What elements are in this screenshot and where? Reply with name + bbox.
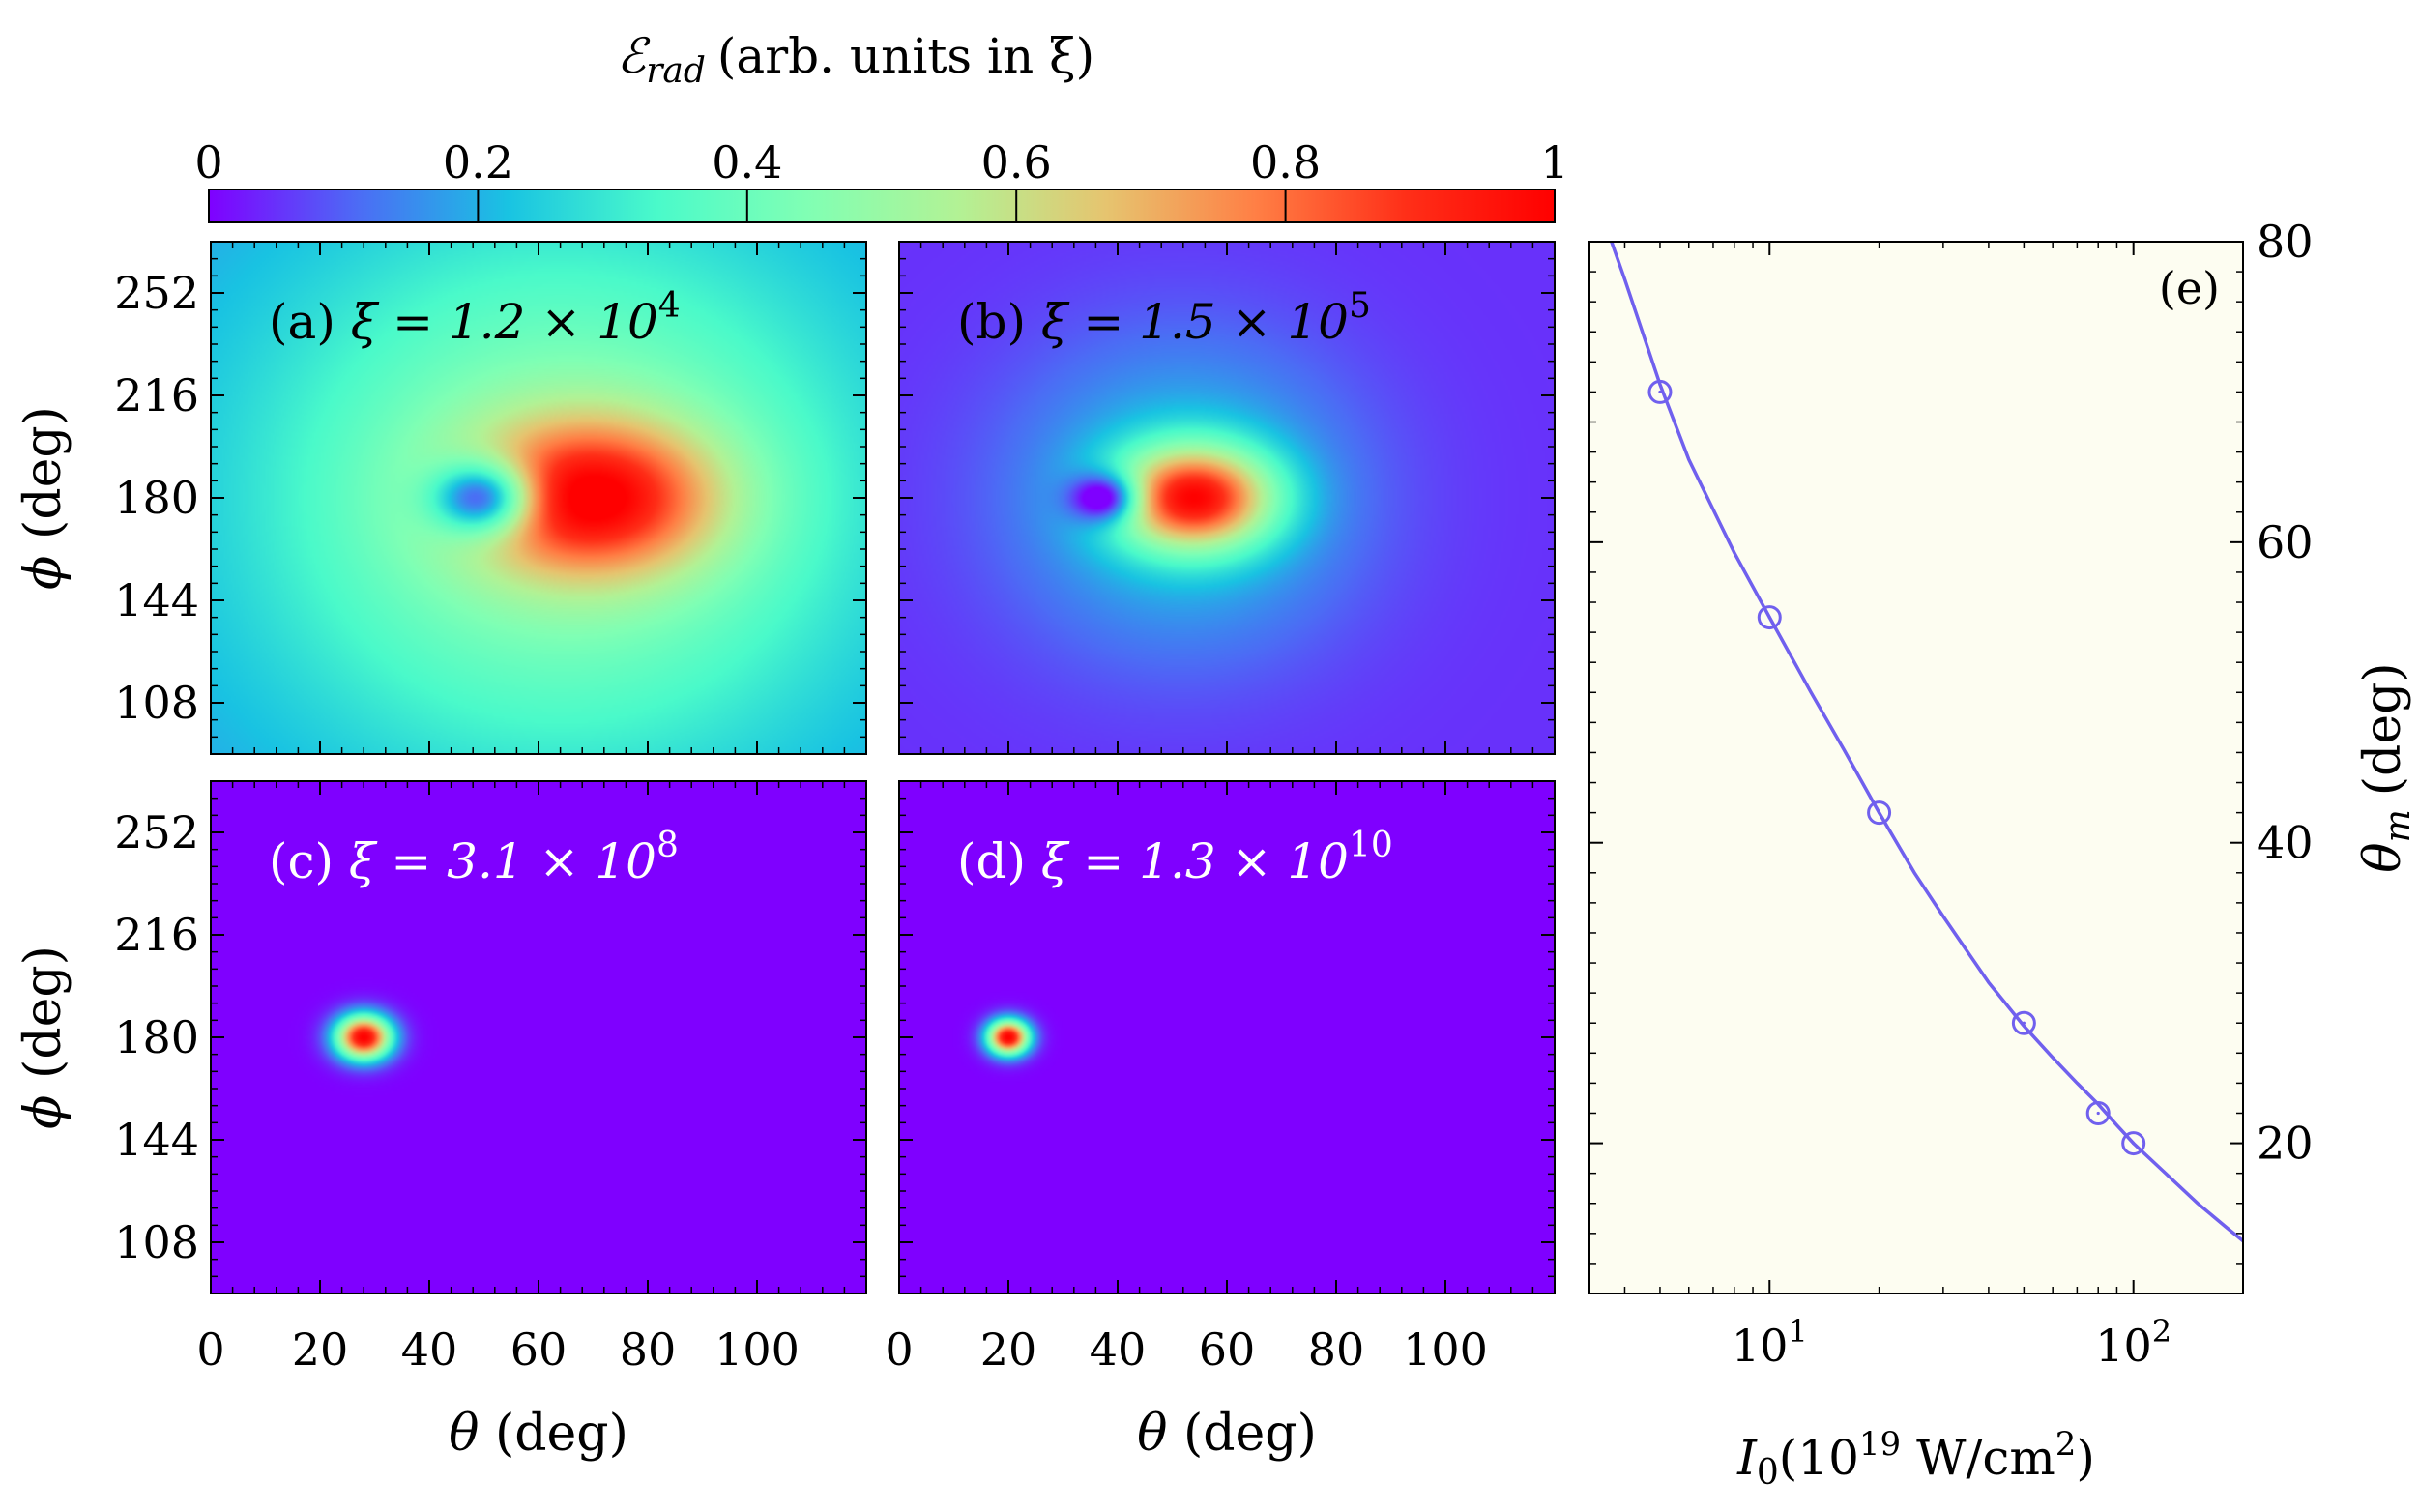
plot-frame	[1588, 241, 2244, 1294]
data-point-center	[1658, 390, 1662, 394]
y-tick-label: 144	[114, 1114, 199, 1166]
panel-e-scatter: 101 102 20 40 60 80 (e) I0(1019 W/cm2) θm(deg)	[1588, 216, 2418, 1493]
colorbar: ℰrad (arb. units in ξ) 0 0.2 0.4 0.6 0.8 1	[194, 28, 1569, 223]
data-point-center	[2132, 1141, 2136, 1146]
data-point	[2121, 1131, 2146, 1156]
colorbar-title: ℰrad (arb. units in ξ)	[617, 28, 1094, 91]
heatmap-image	[899, 242, 1555, 754]
colorbar-tick-label: 0.4	[712, 136, 782, 189]
colorbar-tick-label: 0.2	[443, 136, 513, 189]
y-tick-label: 144	[114, 574, 199, 626]
x-tick-label: 40	[401, 1323, 458, 1376]
x-tick-label: 40	[1090, 1323, 1147, 1376]
x-tick-label: 80	[1308, 1323, 1365, 1376]
y-tick-label: 108	[114, 677, 199, 729]
panel-d-heatmap: (d) ξ = 1.3 × 1010	[898, 780, 1556, 1294]
colorbar-tick-label: 0	[194, 136, 222, 189]
colorbar-tick-label: 0.8	[1250, 136, 1321, 189]
panel-annotation: (a) ξ = 1.2 × 104	[269, 286, 681, 350]
heatmap-image	[211, 781, 866, 1294]
colorbar-tick-label: 1	[1540, 136, 1568, 189]
colorbar-ticks: 0 0.2 0.4 0.6 0.8 1	[194, 136, 1569, 222]
data-point	[1647, 379, 1673, 404]
y-tick-label: 20	[2257, 1118, 2314, 1170]
x-tick-label: 20	[292, 1323, 349, 1376]
y-tick-label: 108	[114, 1216, 199, 1268]
panel-c-heatmap: 108 144 180 216 252 (c) ξ = 3.1 × 108 ϕ (deg)	[15, 780, 867, 1294]
data-point	[1867, 800, 1892, 826]
x-axis-label: θ (deg)	[449, 1405, 628, 1463]
y-axis-label: ϕ (deg)	[15, 945, 73, 1129]
y-tick-label: 216	[114, 369, 199, 422]
data-point-center	[1877, 811, 1881, 815]
panel-annotation: (b) ξ = 1.5 × 105	[957, 286, 1371, 350]
colorbar-tick-label: 0.6	[981, 136, 1052, 189]
y-tick-label: 40	[2257, 817, 2314, 869]
x-axis-label: I0(1019 W/cm2)	[1736, 1425, 2095, 1493]
x-tick-label: 100	[714, 1323, 800, 1376]
data-point-center	[1767, 615, 1771, 620]
plot-background	[1589, 242, 2243, 1294]
x-tick-label: 60	[510, 1323, 568, 1376]
fit-curve	[1609, 242, 2243, 1242]
heatmap-image	[899, 781, 1555, 1294]
y-axis-label: ϕ (deg)	[15, 406, 73, 590]
panel-annotation: (c) ξ = 3.1 × 108	[269, 826, 679, 889]
y-tick-label: 216	[114, 909, 199, 961]
data-point-center	[2096, 1111, 2100, 1116]
x-axis-label: θ (deg)	[1137, 1405, 1317, 1463]
x-tick-label: 20	[980, 1323, 1037, 1376]
heatmap-image	[211, 242, 866, 754]
panel-a-heatmap: 0 20 40 60 80 100 108 144 180 216 252 (a) ξ = 1.2 ×…	[15, 241, 867, 1463]
y-tick-label: 60	[2257, 516, 2314, 568]
colorbar-gradient	[208, 189, 1556, 223]
x-tick-label: 80	[620, 1323, 677, 1376]
x-tick-label: 102	[2095, 1313, 2171, 1372]
data-point	[1757, 605, 1782, 630]
panel-label: (e)	[2159, 262, 2220, 314]
x-tick-label: 0	[885, 1323, 913, 1376]
y-axis-label: θm(deg)	[2354, 662, 2418, 872]
x-tick-label: 0	[196, 1323, 224, 1376]
panel-annotation: (d) ξ = 1.3 × 1010	[957, 826, 1393, 889]
x-tick-label: 101	[1732, 1313, 1808, 1372]
y-tick-label: 80	[2257, 216, 2314, 268]
panel-b-heatmap: 0 20 40 60 80 100 (b) ξ = 1.5 × 105 θ (deg)	[885, 241, 1556, 1463]
x-tick-label: 100	[1403, 1323, 1488, 1376]
data-point	[2085, 1100, 2111, 1125]
y-tick-label: 252	[114, 267, 199, 319]
data-point-center	[2022, 1021, 2026, 1025]
y-tick-label: 252	[114, 806, 199, 858]
data-point	[2011, 1010, 2036, 1035]
x-tick-label: 60	[1199, 1323, 1256, 1376]
y-tick-label: 180	[114, 472, 199, 524]
y-tick-label: 180	[114, 1011, 199, 1063]
